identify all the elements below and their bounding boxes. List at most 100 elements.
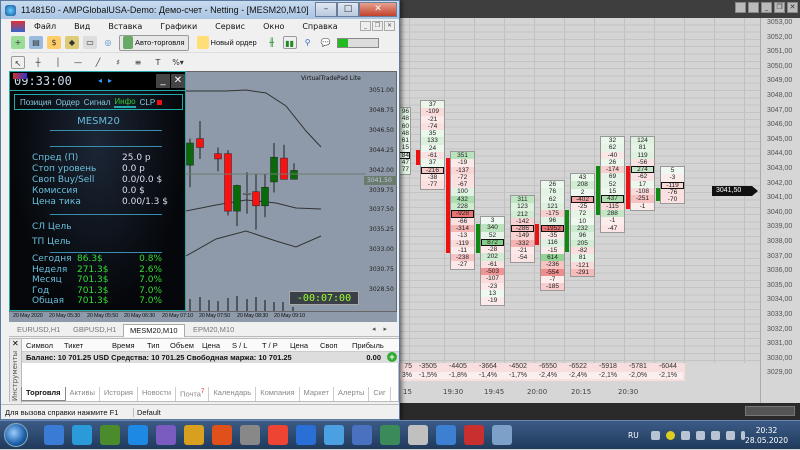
taskbar-app-icon[interactable] [156,425,176,445]
panel-toggle-icon[interactable] [748,2,759,13]
navigator-icon[interactable]: ◆ [65,36,79,49]
vtp-tab-signal[interactable]: Сигнал [83,97,111,107]
column-header[interactable]: Цена [290,341,309,350]
fibonacci-icon[interactable]: ≡ [134,57,142,67]
taskbar-app-icon[interactable] [268,425,288,445]
column-header[interactable]: Объем [170,341,194,350]
vtp-tab-order[interactable]: Ордер [55,97,80,107]
column-header[interactable]: Время [112,341,135,350]
horizontal-line-icon[interactable]: — [74,57,82,67]
minimize-icon[interactable]: _ [761,2,772,13]
taskbar-app-icon[interactable] [240,425,260,445]
trendline-icon[interactable]: ╱ [95,57,101,67]
terminal-tab[interactable]: Почта7 [176,387,210,401]
terminal-tab[interactable]: Новости [138,387,177,401]
candlestick-chart-icon[interactable]: ▮▮ [282,36,297,49]
volume-icon[interactable] [741,431,745,440]
column-header[interactable]: Тип [147,341,160,350]
chart-tab-gbpusd[interactable]: GBPUSD,H1 [73,325,117,334]
menu-tools[interactable]: Сервис [215,21,246,31]
terminal-tab[interactable]: Активы [66,387,100,401]
terminal-tab[interactable]: Торговля [21,387,66,401]
crosshair-icon[interactable]: ┼ [35,57,41,67]
zoom-icon[interactable]: ⚲ [304,38,311,47]
taskbar-app-icon[interactable] [352,425,372,445]
tray-icon[interactable] [651,431,660,440]
vtp-minimize-button[interactable]: _ [156,74,170,88]
column-header[interactable]: Цена [202,341,221,350]
taskbar-app-icon[interactable] [128,425,148,445]
mdi-restore-icon[interactable]: ❐ [372,21,383,31]
taskbar-app-icon[interactable] [324,425,344,445]
mdi-close-icon[interactable]: ✕ [384,21,395,31]
new-chart-icon[interactable]: + [11,36,25,49]
column-header[interactable]: T / P [262,341,278,350]
taskbar-app-icon[interactable] [184,425,204,445]
equidistant-channel-icon[interactable]: ♯ [116,57,120,67]
taskbar-app-icon[interactable] [212,425,232,445]
panel-toggle-icon[interactable] [735,2,746,13]
close-icon[interactable]: ✕ [787,2,798,13]
taskbar-app-icon[interactable] [380,425,400,445]
chart-tab-scroll-arrows[interactable]: ◂▸ [371,325,395,333]
minimize-button[interactable]: – [315,2,337,17]
maximize-button[interactable]: □ [337,2,359,17]
terminal-tab[interactable]: Маркет [300,387,334,401]
menu-insert[interactable]: Вставка [108,21,143,31]
menu-charts[interactable]: Графики [160,21,198,31]
text-icon[interactable]: T [155,57,161,67]
chart-tab-mesm20[interactable]: MESM20,M10 [123,324,185,337]
taskbar-app-icon[interactable] [492,425,512,445]
signals-icon[interactable]: ◎ [104,38,112,47]
shapes-dropdown-icon[interactable]: %▾ [172,57,184,67]
tray-icon[interactable] [666,431,675,440]
taskbar-app-icon[interactable] [44,425,64,445]
balance-row[interactable]: Баланс: 10 701.25 USD Средства: 10 701.2… [22,352,399,363]
tray-icon[interactable] [696,431,705,440]
terminal-tab[interactable]: Календарь [209,387,257,401]
column-header[interactable]: Прибыль [352,341,384,350]
cursor-icon[interactable]: ↖ [11,55,25,69]
column-header[interactable]: Тикет [64,341,84,350]
close-terminal-icon[interactable]: ✕ [12,339,19,348]
chart-tab-epm20[interactable]: EPM20,M10 [193,325,235,334]
mdi-minimize-icon[interactable]: _ [360,21,371,31]
column-header[interactable]: Своп [320,341,338,350]
vtp-close-button[interactable]: ✕ [171,74,185,88]
vtp-nav-arrows[interactable]: ◂▸ [98,76,119,85]
autotrading-button[interactable]: Авто-торговля [119,34,189,51]
taskbar-app-icon[interactable] [72,425,92,445]
clock[interactable]: 20:32 28.05.2020 [745,426,788,446]
chat-icon[interactable]: 💬 [320,38,331,47]
menu-window[interactable]: Окно [263,21,285,31]
add-order-icon[interactable]: + [387,352,397,362]
terminal-tab[interactable]: Сиг [369,387,391,401]
start-button[interactable] [4,423,28,447]
language-indicator[interactable]: RU [628,431,639,440]
terminal-icon[interactable]: ▭ [83,36,97,49]
menu-help[interactable]: Справка [302,21,338,31]
menu-view[interactable]: Вид [74,21,91,31]
tray-icon[interactable] [711,431,720,440]
taskbar-app-icon[interactable] [436,425,456,445]
column-header[interactable]: S / L [232,341,248,350]
vtp-tab-clp[interactable]: CLP [140,98,163,107]
close-button[interactable]: ✕ [359,2,397,17]
profiles-icon[interactable]: ▤ [29,36,43,49]
horizontal-scrollbar[interactable] [745,406,795,416]
new-order-button[interactable]: Новый ордер [193,35,261,51]
taskbar-app-icon[interactable] [464,425,484,445]
terminal-tab[interactable]: Алерты [334,387,370,401]
flag-tray-icon[interactable] [681,431,690,440]
taskbar-app-icon[interactable] [296,425,316,445]
vtp-tab-info[interactable]: Инфо [114,96,136,108]
taskbar-app-icon[interactable] [100,425,120,445]
terminal-tab[interactable]: История [100,387,138,401]
taskbar-app-icon[interactable] [408,425,428,445]
restore-icon[interactable]: ❐ [774,2,785,13]
network-icon[interactable] [726,431,735,440]
column-header[interactable]: Символ [26,341,54,350]
vertical-line-icon[interactable]: │ [55,57,61,67]
terminal-tab[interactable]: Компания [256,387,300,401]
market-watch-icon[interactable]: $ [47,36,61,49]
